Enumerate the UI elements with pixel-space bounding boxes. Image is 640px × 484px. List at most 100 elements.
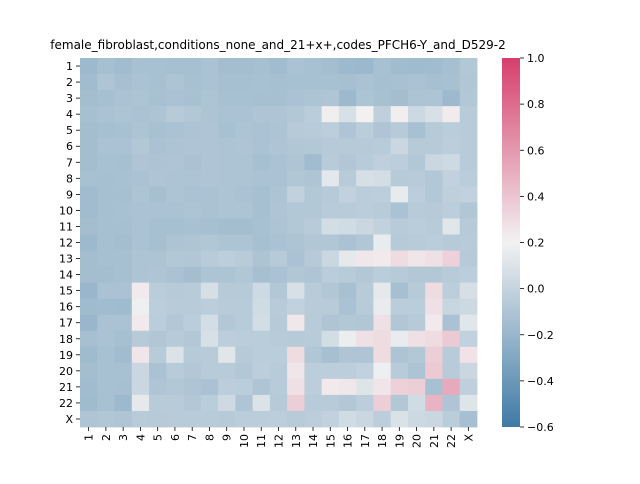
heatmap-cell: [218, 282, 236, 300]
heatmap-cell: [459, 394, 478, 412]
heatmap-cell: [459, 186, 478, 203]
heatmap-cell: [183, 266, 202, 284]
heatmap-cell: [80, 346, 98, 364]
heatmap-cell: [235, 154, 254, 171]
heatmap-cell: [390, 234, 409, 251]
heatmap-cell: [235, 282, 254, 300]
heatmap-cell: [356, 266, 374, 284]
heatmap-cell: [218, 106, 236, 123]
x-tick-label: 14: [307, 434, 320, 448]
heatmap-cell: [131, 250, 150, 267]
colorbar-tick-label: 0.0: [527, 283, 545, 296]
heatmap-cell: [304, 410, 323, 428]
heatmap-cell: [166, 202, 184, 219]
heatmap-cell: [131, 202, 150, 219]
y-tick-label: 16: [59, 301, 73, 314]
heatmap-cell: [114, 106, 133, 123]
heatmap-cell: [321, 186, 340, 203]
x-tick-label: 21: [428, 434, 441, 448]
y-tick-label: 5: [66, 124, 73, 137]
heatmap-cell: [425, 314, 443, 332]
x-tick-label: 15: [324, 434, 337, 448]
heatmap-cell: [442, 330, 461, 348]
heatmap-cell: [442, 234, 461, 251]
heatmap-cell: [252, 378, 271, 396]
heatmap-cell: [97, 234, 115, 251]
heatmap-cell: [407, 202, 426, 219]
heatmap-cell: [425, 106, 443, 123]
heatmap-cell: [80, 282, 98, 300]
heatmap-cell: [97, 378, 115, 396]
heatmap-cell: [459, 266, 478, 284]
heatmap-cell: [269, 218, 288, 235]
heatmap-cell: [97, 330, 115, 348]
heatmap-cell: [442, 266, 461, 284]
heatmap-cell: [356, 170, 374, 187]
heatmap-cell: [131, 410, 150, 428]
heatmap-cell: [356, 250, 374, 267]
heatmap-cell: [252, 218, 271, 235]
heatmap-cell: [304, 154, 323, 171]
heatmap-cell: [407, 234, 426, 251]
heatmap-cell: [407, 218, 426, 235]
heatmap-cell: [114, 74, 133, 91]
y-tick-label: 12: [59, 237, 73, 250]
x-tick-label: 10: [238, 434, 251, 448]
heatmap-cell: [235, 186, 254, 203]
heatmap-cell: [80, 170, 98, 187]
heatmap-cell: [304, 282, 323, 300]
heatmap-cell: [304, 378, 323, 396]
heatmap-cell: [131, 330, 150, 348]
heatmap-cell: [200, 218, 219, 235]
heatmap-cell: [269, 138, 288, 155]
heatmap-cell: [459, 362, 478, 380]
heatmap-cell: [287, 186, 305, 203]
heatmap-cell: [356, 138, 374, 155]
heatmap-cell: [97, 346, 115, 364]
heatmap-cell: [425, 410, 443, 428]
heatmap-cell: [218, 74, 236, 91]
heatmap-cell: [183, 330, 202, 348]
heatmap-cell: [218, 186, 236, 203]
heatmap-cell: [218, 122, 236, 139]
x-tick-label: 16: [342, 434, 355, 448]
heatmap-cell: [321, 122, 340, 139]
heatmap-cell: [235, 106, 254, 123]
heatmap-cell: [425, 330, 443, 348]
heatmap-cell: [218, 218, 236, 235]
heatmap-cell: [338, 202, 357, 219]
y-tick-label: 3: [66, 92, 73, 105]
heatmap-cell: [166, 298, 184, 316]
heatmap-cell: [149, 122, 167, 139]
heatmap-cell: [338, 154, 357, 171]
heatmap-cell: [442, 90, 461, 107]
heatmap-cell: [390, 378, 409, 396]
heatmap-cell: [356, 58, 374, 75]
heatmap-cell: [390, 250, 409, 267]
heatmap-cell: [183, 202, 202, 219]
heatmap-cell: [356, 314, 374, 332]
heatmap-cell: [200, 346, 219, 364]
heatmap-cell: [218, 202, 236, 219]
heatmap-cell: [321, 314, 340, 332]
heatmap-cell: [200, 234, 219, 251]
heatmap-cell: [114, 58, 133, 75]
heatmap-cell: [269, 314, 288, 332]
heatmap-cell: [235, 330, 254, 348]
heatmap-cell: [114, 122, 133, 139]
heatmap-cell: [80, 138, 98, 155]
heatmap-cell: [183, 74, 202, 91]
heatmap-cell: [442, 58, 461, 75]
heatmap-cell: [407, 330, 426, 348]
heatmap-cell: [235, 90, 254, 107]
heatmap-cell: [235, 58, 254, 75]
heatmap-cell: [407, 170, 426, 187]
heatmap-cell: [80, 90, 98, 107]
heatmap-cell: [356, 186, 374, 203]
heatmap-cell: [97, 90, 115, 107]
heatmap-cell: [252, 186, 271, 203]
heatmap-cell: [459, 202, 478, 219]
heatmap-cell: [287, 138, 305, 155]
heatmap-cell: [338, 362, 357, 380]
heatmap-cell: [149, 218, 167, 235]
